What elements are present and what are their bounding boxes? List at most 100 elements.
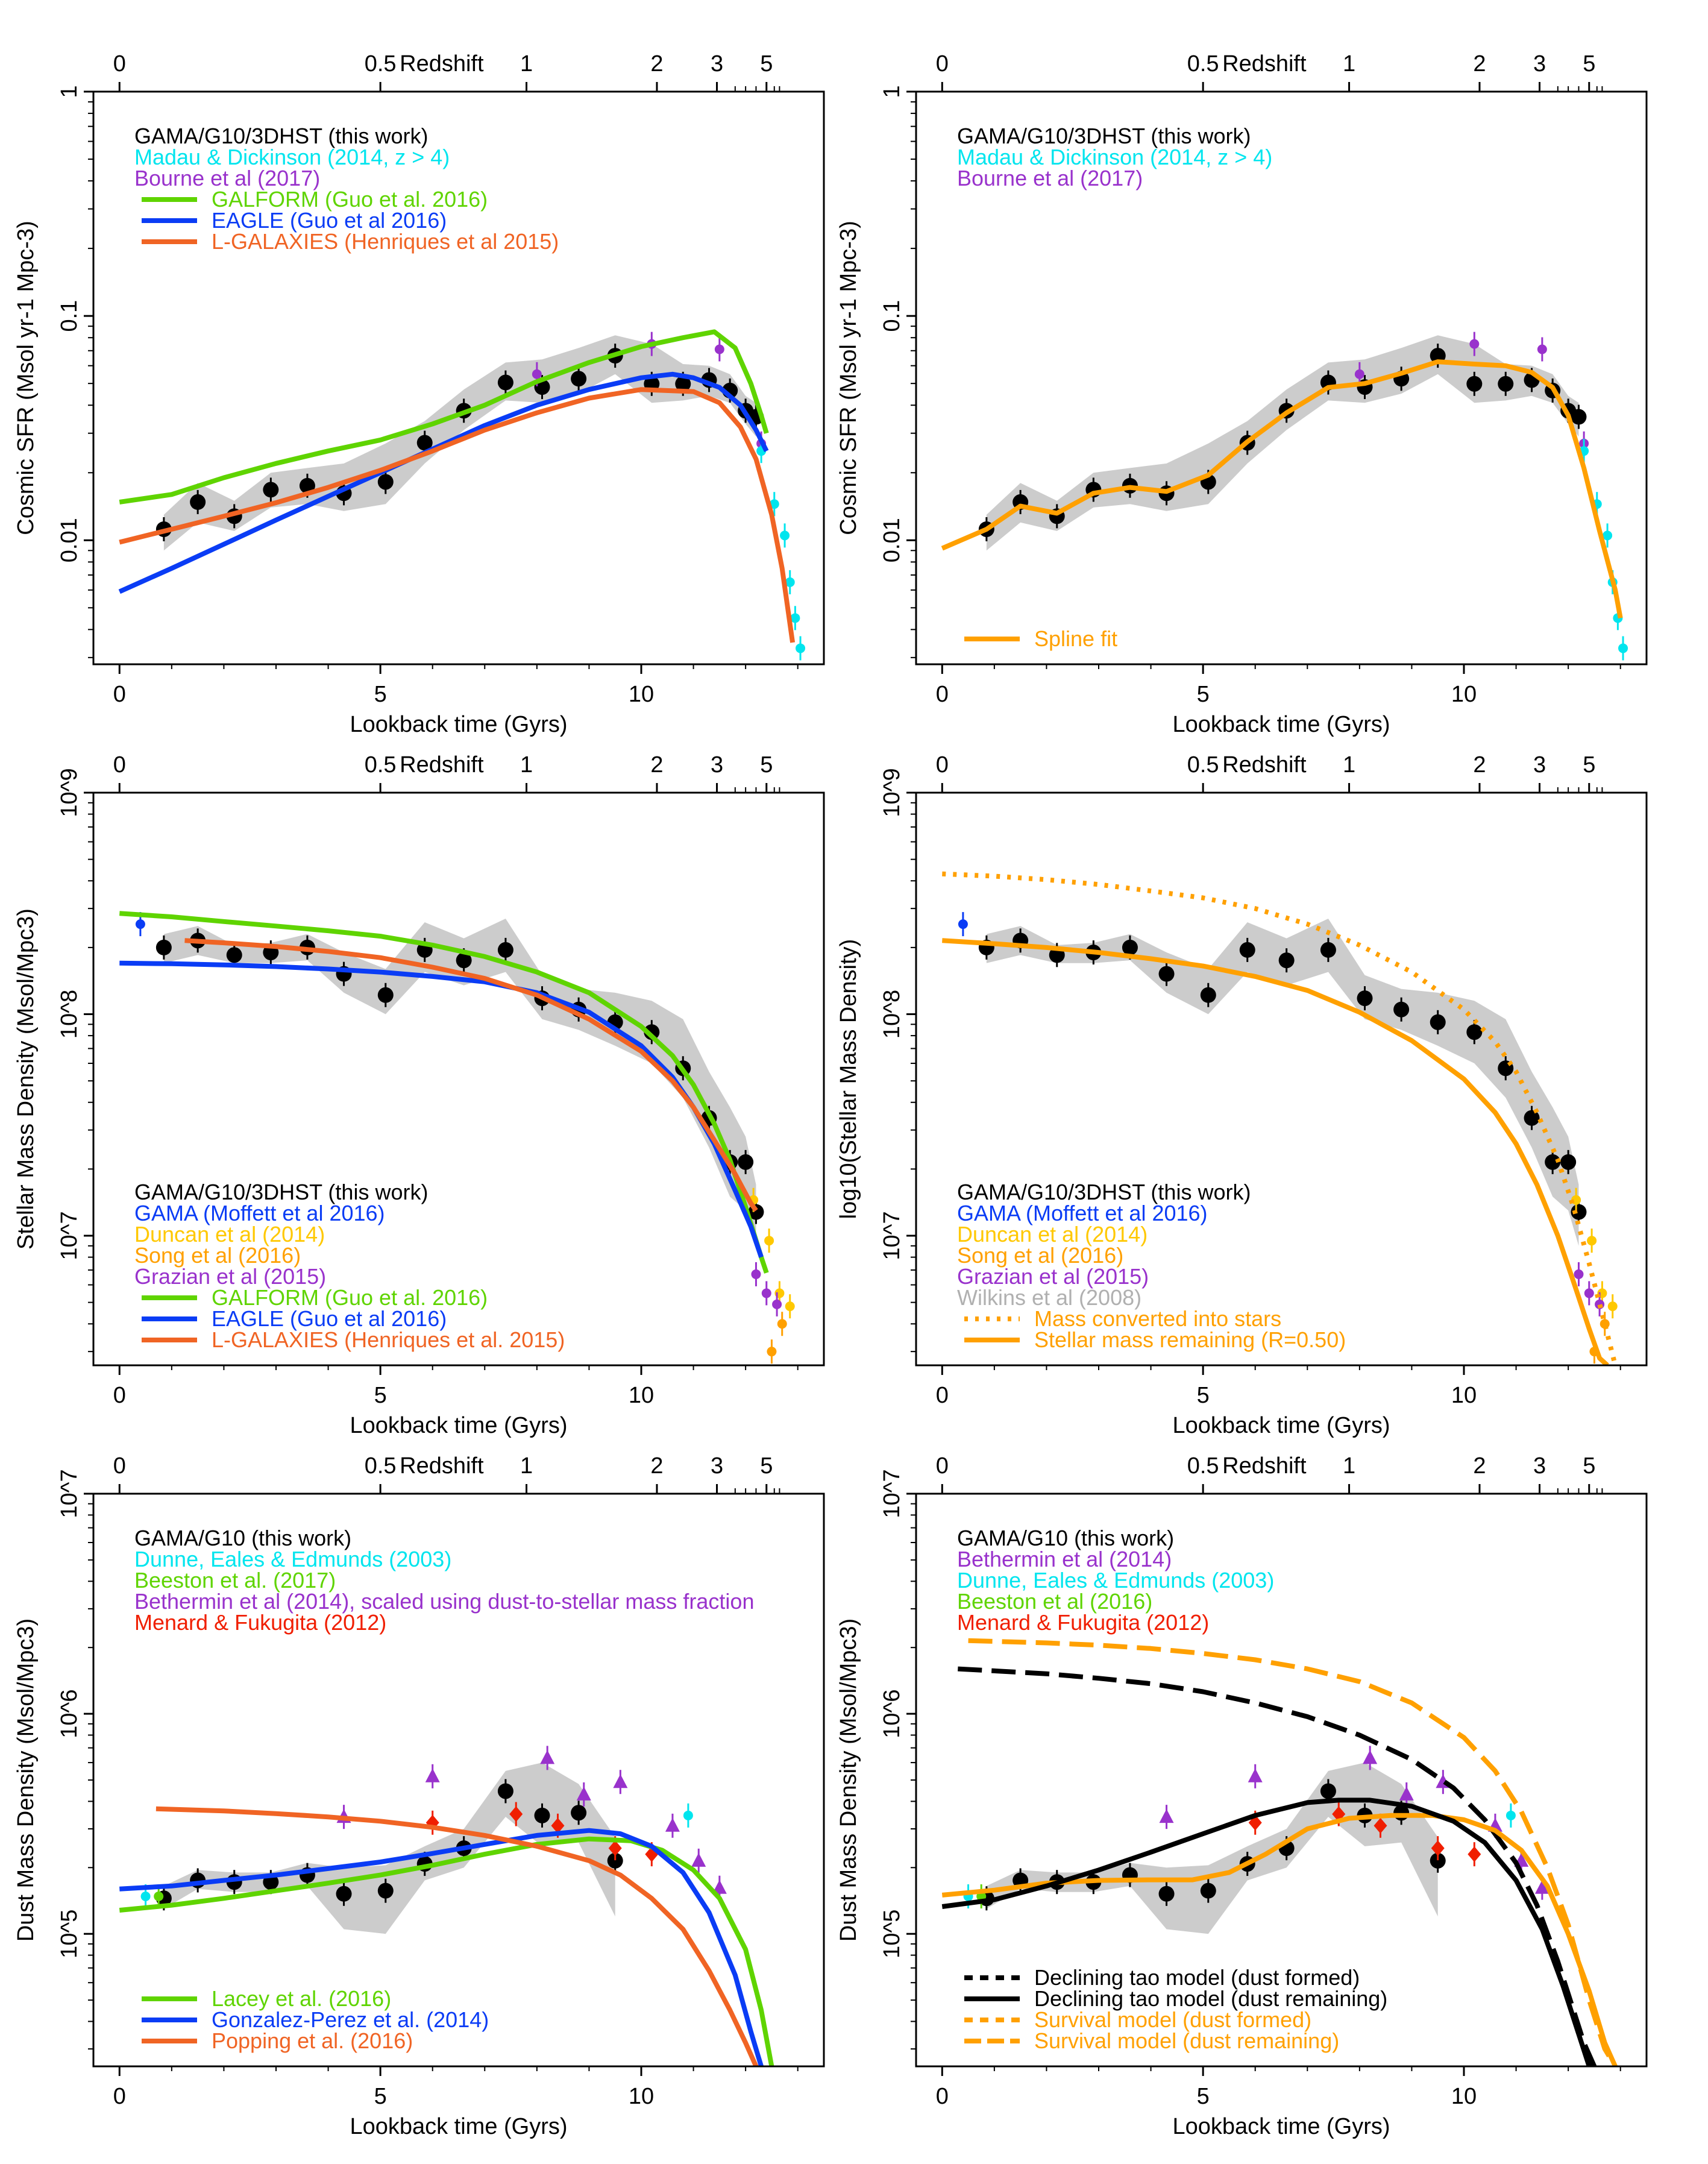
redshift-tick-label: 0 [936,752,949,778]
series-gama-moffett-et-al-2016- [958,912,968,937]
data-point [1571,1204,1587,1220]
data-point [1584,1288,1594,1298]
series-l-galaxies [184,938,758,1212]
data-point [571,1805,587,1821]
legend-entry: GAMA/G10/3DHST (this work) [957,124,1251,148]
data-point [1571,409,1587,425]
redshift-label: Redshift [1222,752,1307,778]
x-tick-label: 0 [936,1383,949,1408]
y-tick-label: 10^7 [57,1469,82,1518]
series-madau-dickinson-2014-z-4- [1579,439,1628,661]
data-point [751,1269,761,1279]
redshift-tick-label: 5 [1583,51,1595,77]
panels: 0 5 10 Lookback time (Gyrs) 0 0.5 1 2 3 5 Redshift… [13,51,1648,2139]
panel-csfh-spline: 0 5 10 Lookback time (Gyrs) 0 0.5 1 2 3 5 Redshift… [836,51,1648,737]
data-point [540,1750,555,1764]
legend-entry: GAMA/G10/3DHST (this work) [957,1180,1251,1204]
x-tick-label: 10 [1451,682,1477,707]
data-point [1159,1809,1174,1823]
plot-frame [915,90,1648,665]
legend-entry: GAMA/G10 (this work) [957,1526,1174,1550]
data-point [509,1806,523,1822]
redshift-tick-label: 2 [650,51,663,77]
y-tick-label: 10^9 [879,768,905,817]
redshift-tick-label: 0 [936,1453,949,1479]
legend-entry: Menard & Fukugita (2012) [134,1610,386,1635]
data-point [416,435,433,451]
data-point [1248,1768,1263,1782]
data-point [1603,530,1613,541]
legend-entry: Madau & Dickinson (2014, z > 4) [134,145,450,169]
y-tick-label: 1 [57,85,82,98]
data-point [712,1879,727,1894]
redshift-tick-label: 0.5 [1187,1453,1219,1479]
data-point [1468,1846,1481,1863]
series-line [941,1798,1592,2066]
series-stellar-mass-remaining-r-0-50- [942,938,1609,1365]
redshift-tick-label: 2 [650,752,663,778]
y-tick-label: 10^9 [57,768,82,817]
data-point [1537,344,1547,354]
data-point [790,613,800,623]
redshift-label: Redshift [400,51,484,77]
panel-dmd-models: 0 5 10 Lookback time (Gyrs) 0 0.5 1 2 3 5 Redshift… [13,1453,825,2139]
data-point [1363,1750,1378,1764]
uncertainty-band [986,1763,1438,1934]
data-point [1278,952,1295,969]
data-point [456,952,472,969]
legend-entry: Menard & Fukugita (2012) [957,1610,1209,1635]
redshift-tick-label: 3 [1533,752,1546,778]
plot-frame [92,90,825,665]
legend-entry: GAMA/G10/3DHST (this work) [134,124,428,148]
series-declining-tao-model-dust-remaining- [941,1798,1592,2066]
redshift-tick-label: 0.5 [365,51,397,77]
data-point [1200,987,1216,1003]
data-point [571,371,587,387]
redshift-label: Redshift [400,752,484,778]
data-point [1374,1817,1387,1834]
data-point [299,477,315,494]
data-point [607,1852,623,1869]
series-line [155,1806,759,2066]
data-point [780,530,790,541]
data-point [1505,1810,1516,1820]
redshift-tick-label: 0 [113,51,126,77]
redshift-tick-label: 0.5 [1187,752,1219,778]
x-tick-label: 5 [1197,1383,1210,1408]
series-line [941,1813,1618,2066]
x-axis-label: Lookback time (Gyrs) [1172,1413,1390,1438]
y-tick-label: 10^7 [879,1211,905,1260]
uncertainty-band [163,1763,615,1934]
legend: GAMA/G10/3DHST (this work)Madau & Dickin… [134,124,559,254]
x-axis-label: Lookback time (Gyrs) [350,712,567,737]
redshift-tick-label: 5 [760,51,773,77]
redshift-tick-label: 0.5 [1187,51,1219,77]
uncertainty-band [163,335,756,551]
series-survival-model-dust-remaining- [941,1813,1618,2066]
y-tick-label: 10^6 [57,1689,82,1738]
data-point [772,1299,782,1309]
legend-entry: Stellar mass remaining (R=0.50) [1034,1327,1346,1352]
data-point [1393,1001,1410,1018]
data-point [691,1852,706,1867]
data-point [226,947,242,963]
legend-entry: Spline fit [1034,626,1117,651]
data-point [135,919,145,929]
uncertainty-band [163,918,756,1246]
data-point [608,1840,622,1857]
legend-entry: Bourne et al (2017) [957,166,1143,190]
x-axis-label: Lookback time (Gyrs) [1172,2114,1390,2139]
x-tick-label: 0 [113,1383,126,1408]
legend-entry: Duncan et al (2014) [134,1222,325,1247]
data-point [497,374,513,391]
data-point [1545,1154,1561,1170]
redshift-tick-label: 0 [113,1453,126,1479]
y-axis-label: log10(Stellar Mass Density) [836,939,861,1219]
legend-entry: EAGLE (Guo et al 2016) [212,208,447,233]
data-point [777,1319,787,1329]
series-line [958,1666,1597,2066]
legend: GAMA/G10/3DHST (this work)Madau & Dickin… [957,124,1272,190]
panel-csfh-models: 0 5 10 Lookback time (Gyrs) 0 0.5 1 2 3 5 Redshift… [13,51,825,737]
uncertainty-band [986,918,1579,1246]
